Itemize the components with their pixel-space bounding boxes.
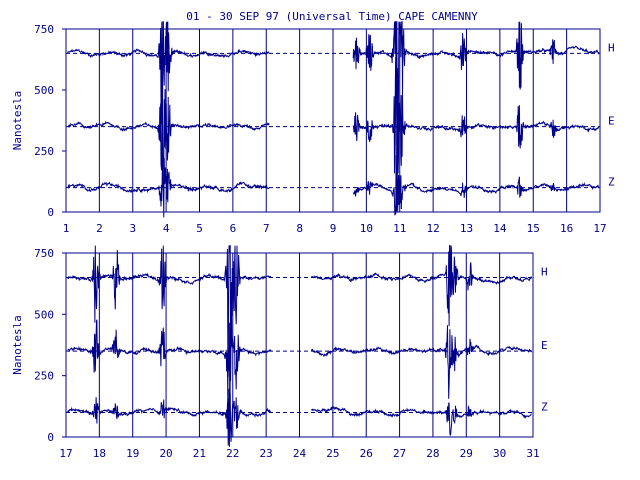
x-tick-label: 18	[93, 447, 106, 460]
x-tick-label: 28	[426, 447, 439, 460]
x-tick-label: 4	[163, 222, 170, 235]
x-tick-label: 7	[263, 222, 270, 235]
y-tick-label: 500	[34, 84, 54, 97]
trace-z	[352, 155, 600, 216]
trace-h	[67, 21, 270, 163]
y-axis-label: Nanotesla	[11, 315, 24, 375]
x-tick-label: 29	[460, 447, 473, 460]
component-label-e: E	[608, 115, 615, 128]
x-tick-label: 1	[63, 222, 70, 235]
top-panel: 1 2 3 4 5 6 7 8 9 10 11 12 13 14 15 16 170250500750Nanot…	[11, 21, 615, 235]
x-tick-label: 17	[59, 447, 72, 460]
x-tick-label: 3	[129, 222, 136, 235]
x-tick-label: 13	[460, 222, 473, 235]
x-tick-label: 12	[427, 222, 440, 235]
trace-e	[67, 82, 270, 188]
x-tick-label: 2	[96, 222, 103, 235]
x-tick-label: 25	[326, 447, 339, 460]
component-label-h: H	[608, 41, 615, 54]
x-tick-label: 8	[296, 222, 303, 235]
y-tick-label: 750	[34, 247, 54, 260]
x-tick-label: 19	[126, 447, 139, 460]
trace-h	[310, 245, 532, 327]
x-tick-label: 6	[230, 222, 237, 235]
x-tick-label: 16	[560, 222, 573, 235]
component-label-z: Z	[541, 400, 548, 413]
trace-z	[67, 153, 270, 218]
x-tick-label: 30	[493, 447, 506, 460]
component-label-z: Z	[608, 176, 615, 189]
y-tick-label: 0	[47, 431, 54, 444]
bottom-panel: 17 18 19 20 21 22 23 24 25 26 27 28 29 30 31 0 250 500 750…	[11, 245, 548, 460]
chart-title: 01 - 30 SEP 97 (Universal Time) CAPE CAM…	[186, 10, 478, 23]
y-tick-label: 250	[34, 370, 54, 383]
trace-h	[352, 21, 600, 145]
y-tick-label: 500	[34, 308, 54, 321]
x-tick-label: 5	[196, 222, 203, 235]
trace-h	[67, 245, 272, 381]
x-tick-label: 15	[527, 222, 540, 235]
y-tick-label: 0	[47, 206, 54, 219]
x-tick-label: 26	[360, 447, 373, 460]
trace-z	[311, 402, 532, 436]
component-label-h: H	[541, 266, 548, 279]
x-tick-label: 10	[360, 222, 373, 235]
x-tick-label: 24	[293, 447, 307, 460]
trace-e	[352, 56, 600, 208]
trace-e	[310, 325, 532, 399]
x-tick-label: 14	[493, 222, 507, 235]
x-tick-label: 21	[193, 447, 206, 460]
x-tick-label: 22	[226, 447, 239, 460]
x-tick-label: 9	[330, 222, 337, 235]
x-tick-label: 27	[393, 447, 406, 460]
trace-e	[67, 307, 272, 431]
x-tick-label: 23	[260, 447, 273, 460]
y-axis-label: Nanotesla	[11, 91, 24, 151]
x-tick-label: 17	[593, 222, 606, 235]
y-tick-label: 750	[34, 23, 54, 36]
y-tick-label: 250	[34, 145, 54, 158]
x-tick-label: 11	[393, 222, 406, 235]
x-tick-label: 31	[526, 447, 539, 460]
component-label-e: E	[541, 339, 548, 352]
x-tick-label: 20	[159, 447, 172, 460]
trace-z	[67, 388, 272, 447]
